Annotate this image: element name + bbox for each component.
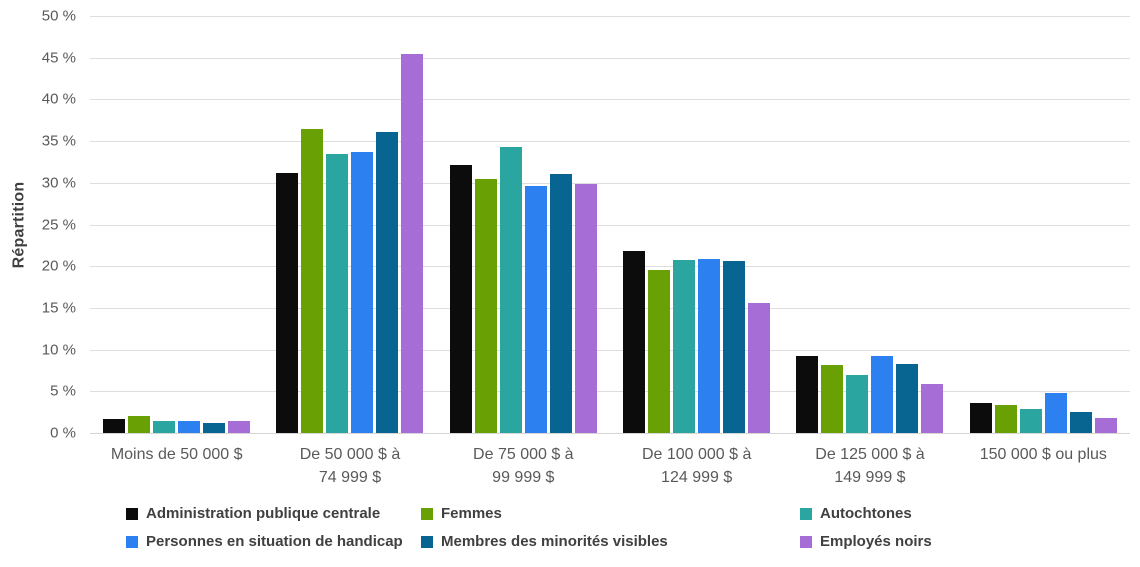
legend: Administration publique centrale Femmes Au…: [126, 505, 1130, 550]
gridline: [90, 141, 1130, 143]
bar: [1069, 412, 1092, 433]
y-tick-label: 0 %: [50, 424, 76, 442]
bar: [896, 363, 919, 433]
bar: [153, 421, 176, 433]
bar: [301, 129, 324, 433]
gridline: [90, 182, 1130, 184]
y-tick-label: 35 %: [41, 132, 76, 150]
gridline: [90, 349, 1130, 351]
bar-groups: [90, 16, 1130, 433]
y-tick-label: 5 %: [50, 382, 76, 400]
bar: [474, 179, 497, 433]
legend-label: Employés noirs: [820, 533, 932, 550]
x-axis-category-labels: Moins de 50 000 $ De 50 000 $ à 74 999 $ D…: [90, 443, 1130, 489]
y-axis-title: Répartition: [6, 16, 32, 433]
x-category-label: 150 000 $ ou plus: [979, 446, 1107, 463]
y-tick-label: 25 %: [41, 216, 76, 233]
legend-item: Personnes en situation de handicap: [126, 533, 421, 550]
bar: [549, 174, 572, 433]
x-category-label: De 50 000 $ à 74 999 $: [299, 446, 401, 486]
y-tick-label: 45 %: [41, 49, 76, 67]
legend-color-swatch-icon: [800, 507, 812, 520]
legend-label: Membres des minorités visibles: [441, 533, 668, 550]
bar-group: [783, 16, 956, 433]
bar: [871, 356, 894, 433]
y-tick-label: 30 %: [41, 174, 76, 192]
plot-area: [90, 16, 1130, 434]
y-tick-label: 50 %: [41, 7, 76, 25]
bar: [1019, 408, 1042, 433]
bar-group: [90, 16, 263, 433]
bar: [1094, 418, 1117, 433]
bar: [921, 383, 944, 433]
y-tick-label: 15 %: [41, 299, 76, 317]
legend-item: Administration publique centrale: [126, 505, 421, 522]
x-category-label: Moins de 50 000 $: [110, 446, 243, 463]
y-axis-title-text: Répartition: [10, 181, 27, 268]
y-tick-label: 40 %: [41, 90, 76, 108]
bar: [1044, 392, 1067, 433]
legend-color-swatch-icon: [126, 507, 138, 520]
legend-color-swatch-icon: [126, 535, 138, 548]
legend-color-swatch-icon: [421, 507, 433, 520]
x-category-label: De 125 000 $ à 149 999 $: [815, 446, 925, 486]
bar: [449, 165, 472, 433]
gridline: [90, 307, 1130, 309]
legend-item: Femmes: [421, 505, 800, 522]
x-category-label: De 100 000 $ à 124 999 $: [641, 446, 752, 486]
gridline: [90, 57, 1130, 59]
bar: [401, 54, 424, 433]
legend-item: Employés noirs: [800, 533, 1130, 550]
bar-group: [263, 16, 436, 433]
bar: [203, 423, 226, 433]
bar: [698, 258, 721, 433]
bar-group: [957, 16, 1130, 433]
legend-label: Personnes en situation de handicap: [146, 533, 403, 550]
bar: [351, 151, 374, 433]
bar: [228, 421, 251, 433]
bar: [276, 172, 299, 433]
y-axis-tick-labels: 0 % 5 % 10 % 15 % 20 % 25 % 30 % 35 % 40 % 45 % 50…: [30, 8, 76, 442]
legend-item: Autochtones: [800, 505, 1130, 522]
gridline: [90, 391, 1130, 393]
bar: [574, 184, 597, 433]
legend-label: Femmes: [441, 505, 502, 522]
bar: [178, 420, 201, 433]
bar-group: [437, 16, 610, 433]
bar-group: [610, 16, 783, 433]
legend-item: Membres des minorités visibles: [421, 533, 800, 550]
bar: [846, 374, 869, 433]
legend-color-swatch-icon: [421, 535, 433, 548]
gridline: [90, 16, 1130, 17]
bar: [648, 270, 671, 433]
legend-label: Autochtones: [820, 505, 912, 522]
gridline: [90, 224, 1130, 226]
bar: [103, 418, 126, 433]
bar: [326, 154, 349, 433]
bar: [969, 402, 992, 433]
legend-color-swatch-icon: [800, 535, 812, 548]
bar: [796, 356, 819, 433]
bar: [524, 186, 547, 433]
y-tick-label: 10 %: [41, 341, 76, 359]
bar: [994, 405, 1017, 433]
x-axis-line: [90, 433, 1130, 434]
gridline: [90, 99, 1130, 101]
gridline: [90, 266, 1130, 268]
bar: [376, 131, 399, 433]
bar: [748, 302, 771, 433]
y-tick-label: 20 %: [41, 257, 76, 275]
bar: [673, 259, 696, 433]
legend-label: Administration publique centrale: [146, 505, 381, 522]
bar: [499, 146, 522, 433]
bar: [623, 251, 646, 433]
bar: [723, 261, 746, 433]
bar: [128, 415, 151, 433]
x-category-label: De 75 000 $ à 99 999 $: [473, 446, 574, 486]
bar: [821, 365, 844, 433]
